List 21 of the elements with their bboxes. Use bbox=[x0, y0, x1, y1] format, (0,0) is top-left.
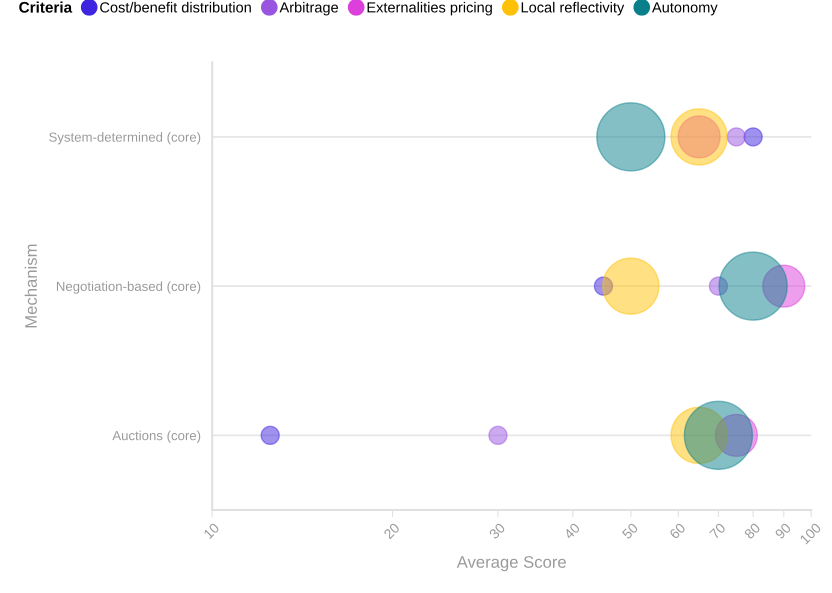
x-tick-label: 40 bbox=[563, 522, 581, 540]
x-tick-label: 60 bbox=[669, 522, 686, 540]
legend-title: Criteria bbox=[19, 2, 72, 13]
x-tick-label: 10 bbox=[203, 522, 220, 540]
y-axis-title: Mechanism bbox=[24, 244, 37, 328]
x-tick-label: 50 bbox=[621, 522, 639, 540]
x-tick-label: 90 bbox=[774, 522, 792, 540]
legend-label: Externalities pricing bbox=[368, 2, 492, 16]
legend-label: Arbitrage bbox=[280, 2, 338, 16]
legend-label: Local reflectivity bbox=[522, 2, 624, 16]
x-tick-label: 80 bbox=[744, 522, 761, 540]
legend-label: Autonomy bbox=[652, 2, 718, 16]
x-tick-label: 70 bbox=[709, 522, 726, 540]
x-tick-label: 100 bbox=[799, 522, 822, 545]
legend-label: Cost/benefit distribution bbox=[100, 2, 251, 13]
x-tick-label: 20 bbox=[383, 522, 400, 540]
y-tick-label: Negotiation-based (core) bbox=[56, 281, 200, 294]
y-tick-label: Auctions (core) bbox=[112, 430, 200, 443]
x-tick-label: 30 bbox=[488, 522, 506, 540]
y-tick-label: System-determined (core) bbox=[49, 132, 200, 144]
x-axis-title: Average Score bbox=[456, 556, 566, 572]
